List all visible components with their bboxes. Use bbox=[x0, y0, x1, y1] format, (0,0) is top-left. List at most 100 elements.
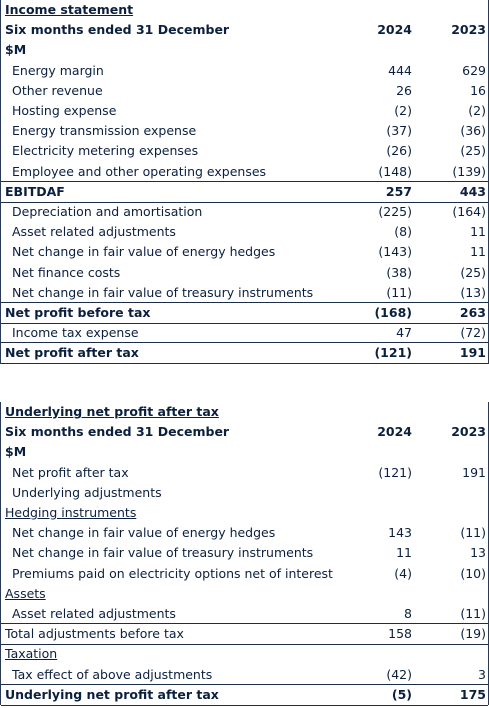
row-label: Net change in fair value of energy hedge… bbox=[12, 244, 276, 260]
table: Income statement Six months ended 31 Dece… bbox=[0, 0, 489, 365]
value-2024: (168) bbox=[374, 305, 412, 320]
value-2023: (11) bbox=[460, 606, 486, 621]
value-2024: (26) bbox=[386, 143, 412, 159]
table-row: Total adjustments before tax 158 (19) bbox=[1, 623, 488, 646]
value-2023: 3 bbox=[478, 666, 486, 682]
table-row: Net profit after tax (121) 191 bbox=[1, 342, 488, 365]
table-row: Premiums paid on electricity options net… bbox=[1, 564, 488, 584]
unit-label: $M bbox=[5, 444, 27, 460]
value-2023: (139) bbox=[452, 163, 486, 179]
unit-row: $M bbox=[1, 40, 488, 60]
table-row: Asset related adjustments 8 (11) bbox=[1, 604, 488, 624]
table-row: Employee and other operating expenses (14… bbox=[1, 162, 488, 182]
value-2024: 47 bbox=[396, 325, 412, 341]
value-2023: (164) bbox=[452, 204, 486, 219]
value-2024: 158 bbox=[388, 626, 412, 642]
value-2024: (2) bbox=[394, 103, 412, 118]
header-year: 2024 bbox=[377, 424, 412, 440]
table-row: Hedging instruments bbox=[1, 503, 488, 523]
section-label: Assets bbox=[5, 585, 46, 601]
value-2024: (225) bbox=[378, 204, 412, 219]
row-label: Net profit after tax bbox=[5, 345, 139, 361]
header-year: 2024 bbox=[377, 22, 412, 38]
table-row: Taxation bbox=[1, 644, 488, 664]
value-2023: 443 bbox=[459, 183, 486, 199]
value-2024: 143 bbox=[388, 525, 412, 541]
table-row: Net profit after tax (121) 191 bbox=[1, 463, 488, 483]
row-label: Electricity metering expenses bbox=[12, 143, 199, 159]
value-2024: (121) bbox=[374, 345, 412, 361]
value-2023: (10) bbox=[460, 565, 486, 581]
title-row: Income statement bbox=[1, 0, 488, 20]
row-label: Other revenue bbox=[12, 82, 103, 98]
value-2023: (25) bbox=[460, 264, 486, 280]
table-row: Other revenue 26 16 bbox=[1, 81, 488, 101]
header-label: Six months ended 31 December bbox=[5, 22, 230, 38]
table-row: Energy transmission expense (37) (36) bbox=[1, 121, 488, 141]
value-2023: 175 bbox=[459, 686, 486, 702]
header-year: 2023 bbox=[451, 424, 486, 440]
header-label: Six months ended 31 December bbox=[5, 424, 230, 440]
table-row: Assets bbox=[1, 584, 488, 604]
row-label: Net profit before tax bbox=[5, 305, 151, 320]
table-row: Net change in fair value of treasury ins… bbox=[1, 283, 488, 303]
row-label: Net change in fair value of energy hedge… bbox=[12, 525, 276, 541]
row-label: Underlying adjustments bbox=[12, 484, 162, 500]
row-label: Net finance costs bbox=[12, 264, 121, 280]
row-label: Depreciation and amortisation bbox=[12, 204, 203, 219]
table-row: Asset related adjustments (8) 11 bbox=[1, 222, 488, 242]
value-2024: 8 bbox=[404, 606, 412, 621]
table-title: Underlying net profit after tax bbox=[5, 404, 219, 419]
value-2024: (5) bbox=[391, 686, 412, 702]
table-row: Net change in fair value of energy hedge… bbox=[1, 242, 488, 262]
value-2023: (19) bbox=[460, 626, 486, 642]
table-title: Income statement bbox=[5, 2, 134, 17]
value-2023: 191 bbox=[459, 345, 486, 361]
section-label: Taxation bbox=[5, 646, 58, 662]
title-row: Underlying net profit after tax bbox=[1, 402, 488, 422]
value-2023: 629 bbox=[462, 62, 486, 78]
value-2024: (4) bbox=[394, 565, 412, 581]
header-row: Six months ended 31 December 2024 2023 bbox=[1, 20, 488, 40]
table-row: Hosting expense (2) (2) bbox=[1, 101, 488, 121]
row-label: Asset related adjustments bbox=[12, 606, 176, 621]
row-label: Net change in fair value of treasury ins… bbox=[12, 545, 314, 561]
value-2024: 444 bbox=[388, 62, 412, 78]
row-label: Income tax expense bbox=[12, 325, 139, 341]
header-year: 2023 bbox=[451, 22, 486, 38]
table-row: Electricity metering expenses (26) (25) bbox=[1, 141, 488, 161]
value-2023: (13) bbox=[460, 284, 486, 300]
row-label: EBITDAF bbox=[5, 183, 65, 199]
value-2024: (8) bbox=[394, 224, 412, 240]
value-2024: (121) bbox=[378, 464, 412, 480]
row-label: Energy margin bbox=[12, 62, 104, 78]
value-2023: 13 bbox=[470, 545, 486, 561]
value-2024: (37) bbox=[386, 123, 412, 139]
row-label: Hosting expense bbox=[12, 103, 117, 118]
table-row: Underlying adjustments bbox=[1, 483, 488, 503]
row-label: Tax effect of above adjustments bbox=[12, 666, 213, 682]
row-label: Asset related adjustments bbox=[12, 224, 176, 240]
table-row: EBITDAF 257 443 bbox=[1, 180, 488, 203]
table-row: Tax effect of above adjustments (42) 3 bbox=[1, 665, 488, 685]
value-2024: (38) bbox=[386, 264, 412, 280]
value-2024: (148) bbox=[378, 163, 412, 179]
header-row: Six months ended 31 December 2024 2023 bbox=[1, 422, 488, 442]
value-2023: 16 bbox=[470, 82, 486, 98]
value-2023: (11) bbox=[460, 525, 486, 541]
value-2023: 191 bbox=[462, 464, 486, 480]
value-2023: 11 bbox=[470, 224, 486, 240]
table-row: Net change in fair value of treasury ins… bbox=[1, 543, 488, 563]
value-2023: 263 bbox=[459, 305, 486, 320]
row-label: Net change in fair value of treasury ins… bbox=[12, 284, 314, 300]
value-2023: (2) bbox=[468, 103, 486, 118]
table-row: Energy margin 444 629 bbox=[1, 61, 488, 81]
value-2023: (25) bbox=[460, 143, 486, 159]
table-row: Depreciation and amortisation (225) (164) bbox=[1, 202, 488, 222]
table-row: Income tax expense 47 (72) bbox=[1, 323, 488, 343]
row-label: Employee and other operating expenses bbox=[12, 163, 267, 179]
unit-row: $M bbox=[1, 442, 488, 462]
value-2024: (42) bbox=[386, 666, 412, 682]
table-row: Net finance costs (38) (25) bbox=[1, 263, 488, 283]
